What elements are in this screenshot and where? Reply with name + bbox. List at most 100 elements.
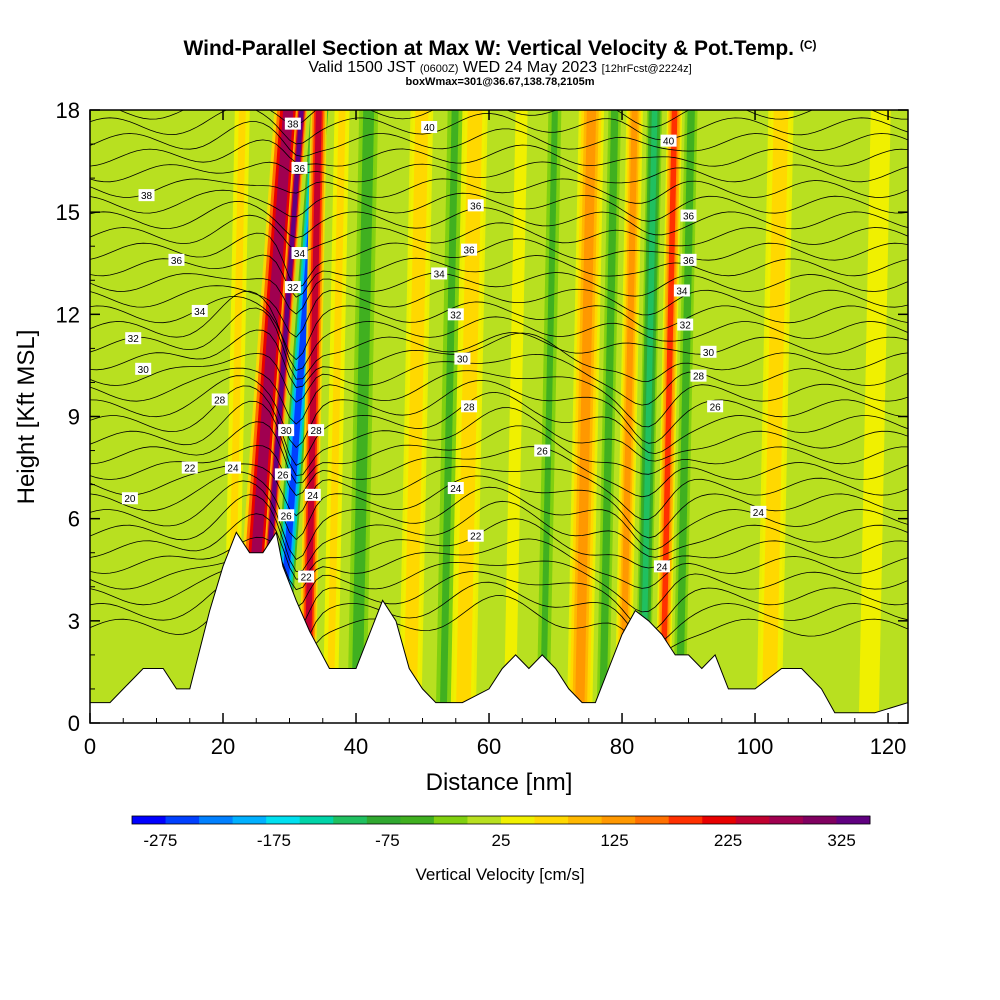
isentrope-line [90,139,908,167]
colorbar: -275 -175 -75 25 125 225 325 [131,815,871,850]
contour-label-bg [447,482,464,495]
colorbar-swatch [735,816,770,824]
isentrope-line [90,367,908,428]
contour-label: 30 [138,365,150,376]
x-tick-label: 0 [84,734,96,759]
contour-label: 30 [281,426,293,437]
x-tick-label: 100 [737,734,774,759]
contour-label: 38 [287,120,299,131]
contour-label-bg [454,352,471,365]
contour-label-bg [750,505,767,518]
x-axis-label: Distance [nm] [426,769,573,796]
x-tick-label: 120 [870,734,907,759]
contour-label: 36 [470,201,482,212]
contour-label: 28 [311,426,323,437]
isentrope-line [90,445,908,498]
isentrope-line [90,121,908,158]
y-tick-label: 3 [68,609,80,634]
colorbar-swatch [635,816,670,824]
colorbar-swatch [568,816,603,824]
x-tick-label: 40 [344,734,368,759]
contour-label: 36 [683,212,695,223]
velocity-band [353,110,373,723]
contour-label-bg [690,369,707,382]
contour-label: 34 [194,307,206,318]
contour-label: 22 [184,464,196,475]
colorbar-tick-label: -175 [257,831,291,850]
contour-label: 34 [434,269,446,280]
contour-label-bg [447,308,464,321]
colorbar-swatch [836,816,871,824]
subtitle-valid: Valid 1500 JST [308,59,416,76]
colorbar-swatch [467,816,502,824]
contour-label: 28 [214,395,226,406]
contour-label: 36 [294,164,306,175]
velocity-column [566,110,605,723]
contour-label-bg [125,332,142,345]
subtitle-utc: (0600Z) [419,63,459,75]
contour-label: 38 [141,191,153,202]
velocity-column [298,110,328,723]
contour-label: 28 [464,402,476,413]
contour-label: 30 [703,348,715,359]
isentrope-line [90,214,908,253]
y-tick-label: 9 [68,405,80,430]
isentrope-line [90,513,908,580]
vertical-velocity-field [90,110,894,723]
subtitle-forecast: [12hrFcst@2224z] [601,63,692,75]
contour-label: 36 [171,256,183,267]
colorbar-swatch [232,816,267,824]
contour-label-bg [673,284,690,297]
colorbar-swatch [199,816,234,824]
contour-label: 40 [663,137,675,148]
contour-label-bg [707,400,724,413]
contour-label-bg [680,253,697,266]
colorbar-swatch [501,816,536,824]
contour-label-bg [461,243,478,256]
isentrope-line [90,471,908,541]
colorbar-tick-label: 25 [492,831,511,850]
contour-label-bg [700,345,717,358]
contour-label-bg [461,400,478,413]
contour-label-bg [680,209,697,222]
colorbar-tick-label: 125 [600,831,628,850]
contour-label: 22 [470,532,482,543]
contour-label-bg [291,161,308,174]
contour-label-bg [211,393,228,406]
contour-label: 32 [128,334,140,345]
isentrope-line [90,421,908,484]
contour-label-bg [181,461,198,474]
velocity-column [614,110,643,723]
colorbar-swatch [132,816,167,824]
contour-label: 34 [676,286,688,297]
contour-label-bg [191,304,208,317]
x-axis: 0 20 40 60 80 100 120 [84,110,907,759]
isentrope-line [90,494,908,573]
isentrope-line [90,254,908,298]
colorbar-swatch [702,816,737,824]
x-tick-label: 80 [610,734,634,759]
colorbar-title: Vertical Velocity [cm/s] [415,865,584,884]
velocity-column [347,110,379,723]
colorbar-tick-label: -275 [143,831,177,850]
contour-label-bg [677,318,694,331]
y-tick-label: 18 [56,98,80,123]
chart-title-text: Wind-Parallel Section at Max W: Vertical… [183,37,794,60]
colorbar-swatch [802,816,837,824]
isentrope-line [90,178,908,204]
contour-label-bg [304,488,321,501]
velocity-band [619,110,638,723]
contour-label-bg [224,461,241,474]
terrain-mask [90,530,908,723]
colorbar-swatch [400,816,435,824]
contour-label: 34 [294,249,306,260]
isentrope-line [90,161,908,184]
colorbar-swatch [668,816,703,824]
contour-label: 26 [710,402,722,413]
contour-label-bg [284,117,301,130]
x-tick-label: 20 [211,734,235,759]
isentrope-line [90,352,908,406]
velocity-column [398,110,434,723]
velocity-band [574,110,597,723]
